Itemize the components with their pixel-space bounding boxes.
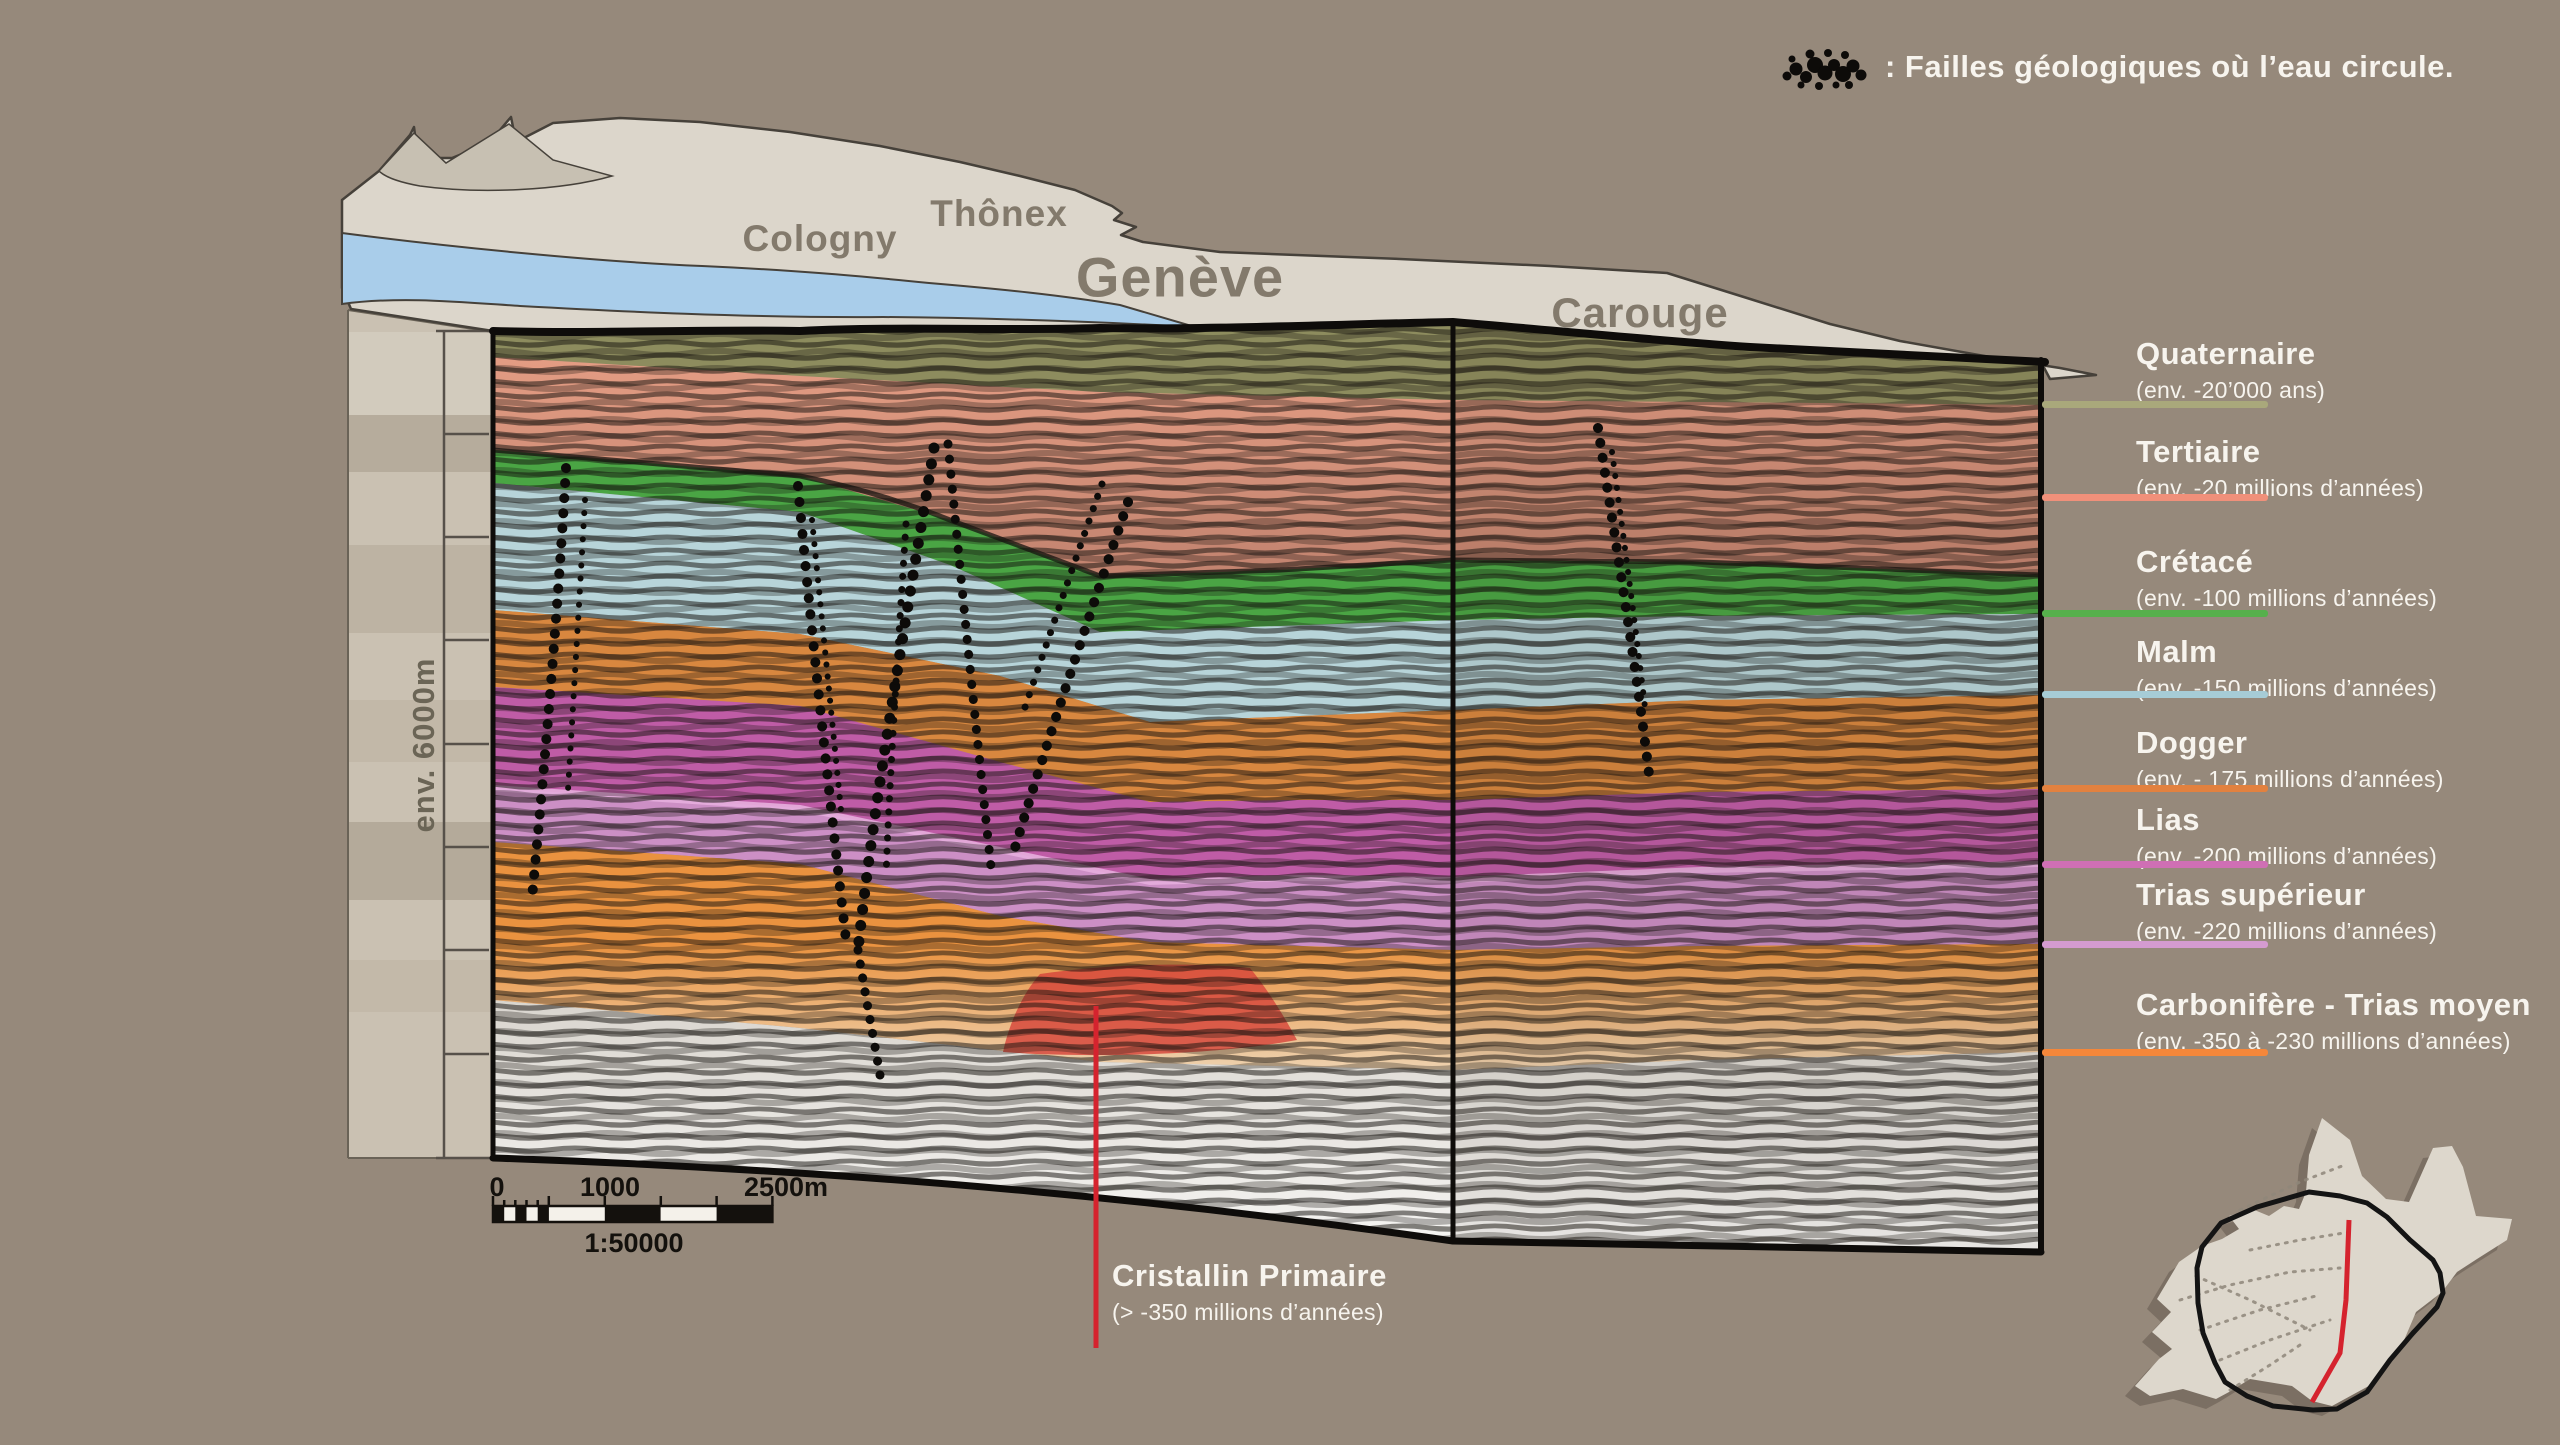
stratum-name: Lias: [2136, 802, 2201, 837]
scale-tick-0: 0: [489, 1172, 505, 1202]
scale-bar: [491, 1196, 774, 1224]
city-label-carouge: Carouge: [1551, 289, 1729, 336]
stratum-line-carbonifere: [2042, 1049, 2268, 1056]
stratum-label-quaternaire: Quaternaire (env. -20’000 ans): [2136, 338, 2325, 404]
depth-scale-label: env. 6000m: [406, 657, 441, 833]
fault-dots-icon: [1782, 49, 1867, 90]
map-fault-traces: [2178, 1164, 2352, 1392]
stratum-name: Tertiaire: [2136, 434, 2261, 469]
stratum-age: (env. -20’000 ans): [2136, 377, 2326, 403]
map-study-boundary: [2194, 1189, 2446, 1413]
stratum-line-cretace: [2042, 610, 2268, 617]
stratum-label-carbonifere: Carbonifère - Trias moyen (env. -350 à -…: [2136, 989, 2531, 1055]
basement-label: Cristallin Primaire (> -350 millions d’a…: [1112, 1260, 1387, 1326]
stratum-name: Carbonifère - Trias moyen: [2136, 987, 2531, 1022]
scale-tick-2500m: 2500m: [743, 1172, 829, 1202]
stratum-name: Trias supérieur: [2136, 877, 2366, 912]
side-wall: [347, 309, 494, 1159]
stratum-line-tertiaire: [2042, 494, 2268, 501]
stratum-line-dogger: [2042, 785, 2268, 792]
seismic-panel-right: [1453, 322, 2041, 1252]
stratum-name: Crétacé: [2136, 544, 2254, 579]
stratum-line-quaternaire: [2042, 401, 2268, 408]
stratum-line-trias-superieur: [2042, 941, 2268, 948]
terrain-cap: [340, 115, 2098, 381]
stratum-age: (env. -220 millions d’années): [2136, 918, 2438, 944]
scale-ratio: 1:50000: [584, 1228, 684, 1258]
stratum-age: (env. -100 millions d’années): [2136, 585, 2438, 611]
section-borders: [489, 317, 2049, 1256]
fault-chains: [527, 423, 1655, 1080]
inset-map: [2125, 1118, 2512, 1416]
stratum-label-tertiaire: Tertiaire (env. -20 millions d’années): [2136, 436, 2424, 502]
stratum-name: Dogger: [2136, 725, 2248, 760]
city-label-geneve: Genève: [1075, 245, 1285, 309]
stratum-label-trias-superieur: Trias supérieur (env. -220 millions d’an…: [2136, 879, 2437, 945]
stratum-label-lias: Lias (env. -200 millions d’années): [2136, 804, 2437, 870]
stratum-line-lias: [2042, 861, 2268, 868]
terrain-ridge-shade: [377, 123, 615, 192]
canton-shape: [2135, 1118, 2512, 1406]
stratum-name: Malm: [2136, 634, 2218, 669]
city-label-thonex: Thônex: [930, 193, 1068, 234]
seismic-panel-front: [493, 322, 1453, 1241]
basement-name: Cristallin Primaire: [1112, 1258, 1387, 1293]
fault-legend: : Failles géologiques où l’eau circule.: [1779, 42, 2454, 92]
stratum-name: Quaternaire: [2136, 336, 2316, 371]
scale-tick-1000: 1000: [579, 1172, 641, 1202]
city-label-cologny: Cologny: [742, 218, 898, 259]
fault-legend-label: : Failles géologiques où l’eau circule.: [1885, 49, 2455, 84]
stratum-label-dogger: Dogger (env. - 175 millions d’années): [2136, 727, 2444, 793]
stratum-line-malm: [2042, 691, 2268, 698]
depth-measure-line: [436, 329, 490, 1160]
stratum-label-cretace: Crétacé (env. -100 millions d’années): [2136, 546, 2437, 612]
basement-age: (> -350 millions d’années): [1112, 1299, 1384, 1325]
map-section-trace: [2309, 1219, 2352, 1404]
